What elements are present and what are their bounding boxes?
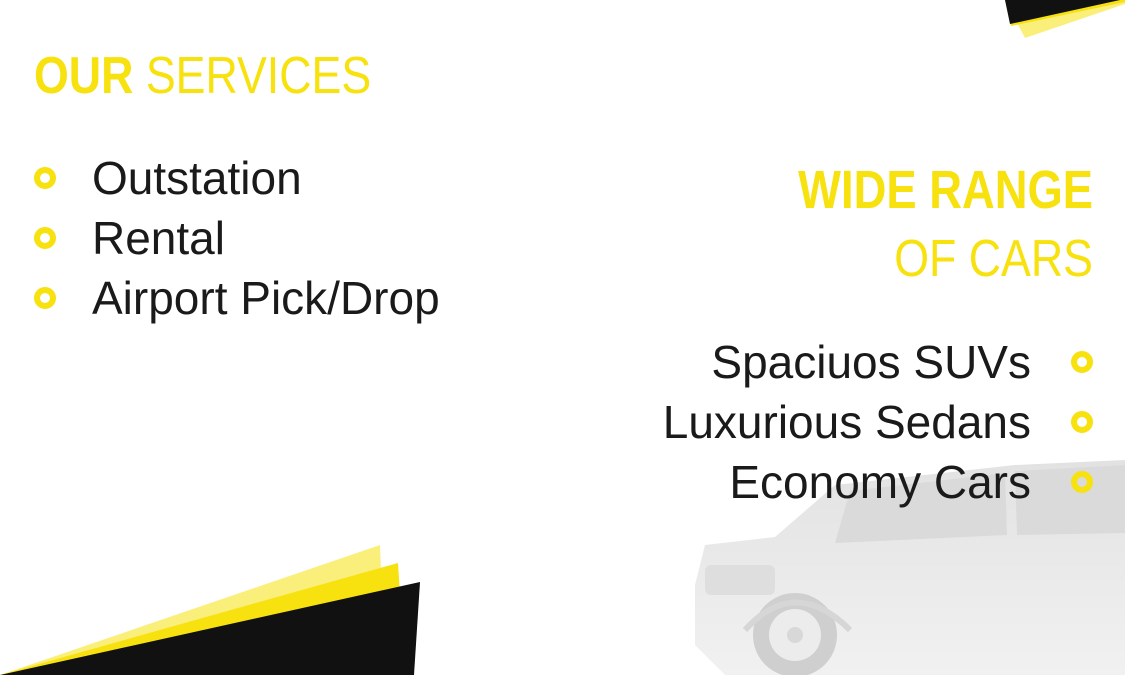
ring-bullet-icon (1071, 471, 1093, 493)
heading-light-part: SERVICES (145, 47, 372, 105)
suv-car-image (695, 460, 1125, 675)
ring-bullet-icon (34, 287, 56, 309)
services-list: Outstation Rental Airport Pick/Drop (34, 148, 440, 328)
list-item: Airport Pick/Drop (34, 268, 440, 328)
top-right-stripe-decoration (1005, 0, 1125, 38)
ring-bullet-icon (34, 227, 56, 249)
car-type-label: Economy Cars (729, 456, 1031, 508)
bottom-left-stripe-decoration (0, 545, 420, 675)
ring-bullet-icon (1071, 351, 1093, 373)
list-item: Spaciuos SUVs (663, 332, 1093, 392)
ring-bullet-icon (34, 167, 56, 189)
service-label: Airport Pick/Drop (92, 272, 440, 324)
heading-light-part: OF CARS (894, 230, 1093, 288)
ring-bullet-icon (1071, 411, 1093, 433)
wide-range-heading: WIDE RANGE OF CARS (742, 163, 1093, 285)
cars-list: Spaciuos SUVs Luxurious Sedans Economy C… (663, 332, 1093, 512)
heading-bold-part: OUR (34, 47, 134, 105)
list-item: Rental (34, 208, 440, 268)
list-item: Economy Cars (663, 452, 1093, 512)
service-label: Outstation (92, 152, 302, 204)
list-item: Outstation (34, 148, 440, 208)
car-type-label: Luxurious Sedans (662, 396, 1031, 448)
list-item: Luxurious Sedans (663, 392, 1093, 452)
car-type-label: Spaciuos SUVs (711, 336, 1031, 388)
heading-bold-part: WIDE RANGE (798, 160, 1093, 220)
service-label: Rental (92, 212, 225, 264)
our-services-heading: OUR SERVICES (34, 50, 371, 102)
